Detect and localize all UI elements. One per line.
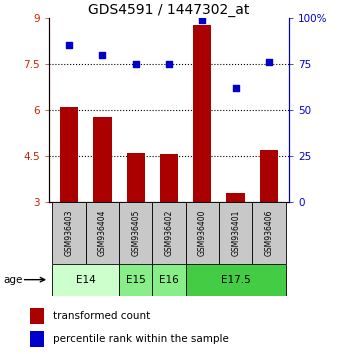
Point [133, 61, 138, 67]
Text: GSM936402: GSM936402 [165, 210, 173, 256]
Bar [193, 25, 212, 202]
Text: GSM936404: GSM936404 [98, 210, 107, 256]
Point [66, 42, 72, 48]
Text: GSM936403: GSM936403 [65, 210, 73, 256]
Bar [260, 150, 278, 202]
Bar [252, 202, 286, 264]
Point [166, 61, 172, 67]
Point [200, 17, 205, 22]
Bar [160, 154, 178, 202]
Bar [152, 264, 186, 296]
Bar [52, 264, 119, 296]
Bar [152, 202, 186, 264]
Point [266, 59, 272, 65]
Text: percentile rank within the sample: percentile rank within the sample [53, 334, 229, 344]
Text: age: age [3, 275, 23, 285]
Bar [52, 202, 86, 264]
Bar [60, 107, 78, 202]
Text: E15: E15 [126, 275, 146, 285]
Title: GDS4591 / 1447302_at: GDS4591 / 1447302_at [88, 3, 250, 17]
Text: E16: E16 [159, 275, 179, 285]
Bar [226, 193, 245, 202]
Text: transformed count: transformed count [53, 311, 151, 321]
Bar [30, 308, 44, 324]
Point [100, 52, 105, 57]
Bar [93, 118, 112, 202]
Text: E14: E14 [76, 275, 96, 285]
Bar [126, 153, 145, 202]
Bar [86, 202, 119, 264]
Bar [119, 202, 152, 264]
Bar [30, 331, 44, 347]
Text: GSM936401: GSM936401 [231, 210, 240, 256]
Bar [119, 264, 152, 296]
Text: GSM936400: GSM936400 [198, 210, 207, 256]
Bar [186, 202, 219, 264]
Text: GSM936405: GSM936405 [131, 210, 140, 256]
Point [233, 85, 238, 91]
Bar [219, 202, 252, 264]
Bar [186, 264, 286, 296]
Text: E17.5: E17.5 [221, 275, 250, 285]
Text: GSM936406: GSM936406 [265, 210, 273, 256]
